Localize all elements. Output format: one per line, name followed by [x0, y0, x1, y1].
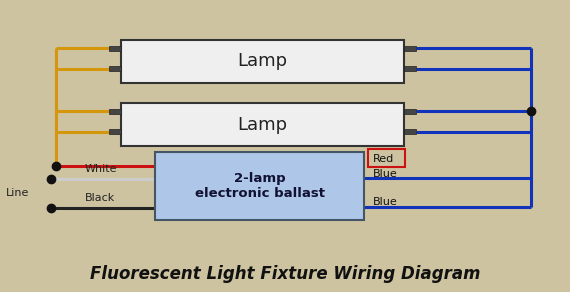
Bar — [121, 40, 404, 83]
Text: Lamp: Lamp — [237, 53, 287, 70]
Text: 2-lamp
electronic ballast: 2-lamp electronic ballast — [194, 172, 324, 200]
Text: Black: Black — [84, 192, 115, 203]
Bar — [109, 109, 121, 114]
Bar — [155, 152, 364, 220]
Text: Blue: Blue — [372, 197, 397, 207]
Bar — [109, 66, 121, 71]
Bar — [368, 149, 405, 168]
Bar — [109, 46, 121, 51]
Bar — [404, 66, 416, 71]
Text: Fluorescent Light Fixture Wiring Diagram: Fluorescent Light Fixture Wiring Diagram — [89, 265, 481, 284]
Bar — [404, 109, 416, 114]
Bar — [404, 129, 416, 134]
Bar — [109, 129, 121, 134]
Text: Line: Line — [6, 188, 29, 198]
Text: Lamp: Lamp — [237, 116, 287, 133]
Text: Red: Red — [372, 154, 394, 164]
Bar — [404, 46, 416, 51]
Text: Blue: Blue — [372, 168, 397, 178]
Bar — [121, 103, 404, 146]
Text: White: White — [84, 164, 117, 174]
